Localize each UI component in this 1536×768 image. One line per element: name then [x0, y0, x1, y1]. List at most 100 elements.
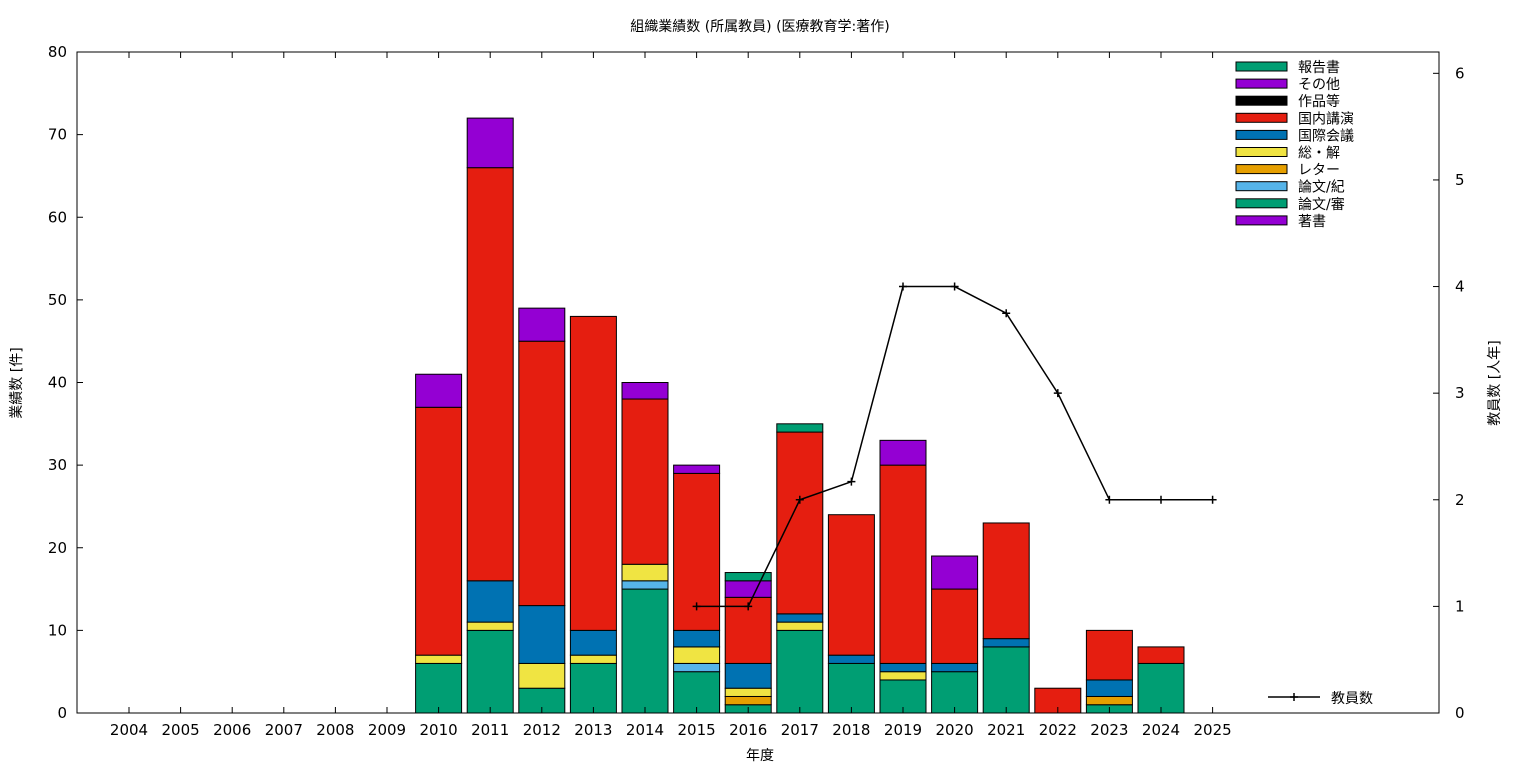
bar-2014-series-1 [621, 580, 669, 590]
bar-2015-series-1 [673, 662, 721, 673]
y2-tick-label: 0 [1455, 704, 1465, 722]
y-tick-label: 60 [48, 208, 67, 226]
x-tick-label: 2023 [1090, 721, 1128, 739]
legend-label: 著書 [1298, 214, 1326, 230]
bar-2018-series-5 [827, 514, 875, 656]
bar-2010-series-3 [415, 654, 463, 664]
legend-label: その他 [1298, 77, 1340, 93]
bar-2016-series-4 [724, 662, 772, 689]
bar-2019-series-7 [879, 439, 927, 466]
bar-2010-series-0 [415, 662, 463, 714]
bar-2017-series-8 [776, 423, 824, 433]
y-tick-label: 80 [48, 43, 67, 61]
bar-2023-series-4 [1085, 679, 1133, 697]
bar-2010-series-7 [415, 373, 463, 408]
x-tick-label: 2021 [987, 721, 1025, 739]
legend-swatch [1235, 129, 1288, 140]
legend-swatch [1235, 147, 1288, 157]
x-tick-label: 2019 [884, 721, 922, 739]
bar-2020-series-7 [931, 555, 979, 590]
bar-2021-series-5 [982, 522, 1030, 640]
x-tick-label: 2005 [162, 721, 200, 739]
bar-2013-series-5 [569, 315, 617, 631]
bar-2012-series-4 [518, 605, 566, 664]
bar-2017-series-3 [776, 621, 824, 631]
bar-2012-series-3 [518, 662, 566, 689]
legend-label-line: 教員数 [1331, 691, 1373, 707]
bar-2012-series-5 [518, 340, 566, 607]
legend-swatch [1235, 78, 1288, 89]
line-point-2021 [1002, 309, 1011, 318]
legend-label: 総・解 [1298, 146, 1340, 162]
y2-axis-label: 教員数 [人年] [1487, 340, 1503, 425]
bar-2015-series-7 [673, 464, 721, 474]
line-point-2019 [899, 282, 907, 291]
legend-label: 国際会議 [1298, 127, 1354, 144]
bar-2019-series-4 [879, 662, 927, 673]
axes-layer: 0 10 20 30 40 50 60 70 80 0 1 2 3 4 5 6 2004 2005 2006 2007… [48, 43, 1465, 739]
bar-2010-series-5 [415, 406, 463, 656]
bar-2019-series-5 [879, 464, 927, 664]
line-point-2024 [1157, 495, 1165, 504]
bar-2017-series-4 [776, 613, 824, 623]
y2-tick-label: 1 [1455, 597, 1465, 615]
bar-2014-series-5 [621, 398, 669, 565]
bar-2018-series-4 [827, 654, 875, 664]
line-point-2018 [847, 477, 856, 486]
bar-2023-series-2 [1085, 695, 1133, 706]
legend-line-marker [1290, 693, 1298, 701]
legend-swatch [1235, 61, 1288, 72]
y-tick-label: 50 [48, 291, 67, 309]
y-tick-label: 30 [48, 456, 67, 474]
x-tick-label: 2011 [471, 721, 509, 739]
x-tick-label: 2013 [574, 721, 612, 739]
bar-2014-series-9 [621, 382, 669, 400]
line-point-2015 [692, 602, 701, 611]
x-tick-label: 2010 [420, 721, 458, 739]
bar-2011-series-5 [466, 167, 514, 582]
bar-2011-series-0 [466, 629, 514, 714]
legend-label: 報告書 [1298, 60, 1340, 76]
legend-label: 作品等 [1298, 93, 1340, 110]
y-tick-label: 20 [48, 539, 67, 557]
line-point-2017 [795, 495, 804, 504]
x-tick-label: 2008 [316, 721, 354, 739]
bar-2020-series-5 [931, 588, 979, 664]
x-tick-label: 2025 [1194, 721, 1232, 739]
legend-swatch [1235, 215, 1288, 226]
bar-2017-series-5 [776, 431, 824, 615]
legend-label: レター [1298, 163, 1340, 179]
bar-2020-series-4 [931, 662, 979, 673]
y2-tick-label: 4 [1455, 278, 1465, 296]
bar-2011-series-7 [466, 117, 514, 169]
legend-swatch [1235, 164, 1288, 175]
legend-label: 論文/紀 [1298, 180, 1345, 196]
x-tick-label: 2007 [265, 721, 303, 739]
legend-swatch [1235, 112, 1288, 123]
line-point-2020 [950, 282, 959, 291]
x-tick-label: 2020 [936, 721, 974, 739]
y-axis-label: 業績数 [件] [9, 347, 25, 418]
x-tick-label: 2022 [1039, 721, 1077, 739]
x-axis-label: 年度 [746, 748, 774, 764]
bar-2024-series-5 [1137, 646, 1185, 664]
line-layer [692, 282, 1217, 611]
bar-2014-series-0 [621, 588, 669, 714]
line-point-2016 [744, 602, 753, 611]
legend-swatch [1235, 181, 1288, 192]
bar-2012-series-7 [518, 307, 566, 342]
y2-tick-label: 6 [1455, 64, 1465, 82]
legend-swatch [1235, 198, 1288, 209]
x-tick-label: 2009 [368, 721, 406, 739]
bar-2013-series-0 [569, 662, 617, 714]
bar-2023-series-5 [1085, 629, 1133, 681]
bar-2021-series-0 [982, 646, 1030, 714]
bar-2016-series-7 [724, 580, 772, 598]
line-point-2022 [1053, 389, 1062, 398]
legend-label: 国内講演 [1298, 111, 1354, 127]
bar-2015-series-3 [673, 646, 721, 664]
x-tick-label: 2016 [729, 721, 767, 739]
x-tick-label: 2024 [1142, 721, 1180, 739]
